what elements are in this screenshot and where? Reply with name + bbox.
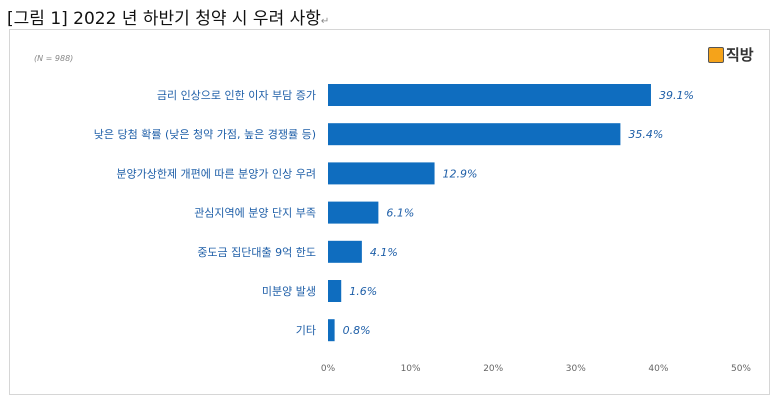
value-label: 35.4% <box>628 128 663 141</box>
house-icon <box>708 46 724 63</box>
sample-size-note: (N = 988) <box>34 54 74 63</box>
value-label: 6.1% <box>386 207 414 220</box>
bar <box>328 84 651 106</box>
figure-title: [그림 1] 2022 년 하반기 청약 시 우려 사항↵ <box>7 9 330 29</box>
category-label: 중도금 집단대출 9억 한도 <box>197 246 316 259</box>
value-label: 39.1% <box>659 89 694 102</box>
x-tick-label: 50% <box>731 364 751 374</box>
category-label: 기타 <box>296 324 316 337</box>
value-label: 4.1% <box>370 246 398 259</box>
category-label: 낮은 당첨 확률 (낮은 청약 가점, 높은 경쟁률 등) <box>94 127 316 141</box>
category-label: 관심지역에 분양 단지 부족 <box>194 207 316 220</box>
bar <box>328 240 362 263</box>
bar <box>328 123 621 146</box>
category-label: 분양가상한제 개편에 따른 분양가 인상 우려 <box>116 167 316 180</box>
bar <box>328 201 379 224</box>
zigbang-logo: 직방 <box>708 44 754 65</box>
category-label: 금리 인상으로 인한 이자 부담 증가 <box>157 89 316 102</box>
bar <box>328 162 435 185</box>
x-tick-label: 0% <box>321 364 336 374</box>
value-label: 1.6% <box>349 285 377 298</box>
x-tick-label: 30% <box>566 364 586 374</box>
value-label: 12.9% <box>443 167 478 180</box>
x-tick-label: 20% <box>483 364 503 374</box>
bar <box>328 280 342 302</box>
x-tick-label: 40% <box>648 364 668 374</box>
x-tick-label: 10% <box>401 364 421 374</box>
category-label: 미분양 발생 <box>262 285 316 298</box>
value-label: 0.8% <box>343 324 371 337</box>
bar <box>328 319 335 342</box>
chart-frame <box>9 29 770 395</box>
